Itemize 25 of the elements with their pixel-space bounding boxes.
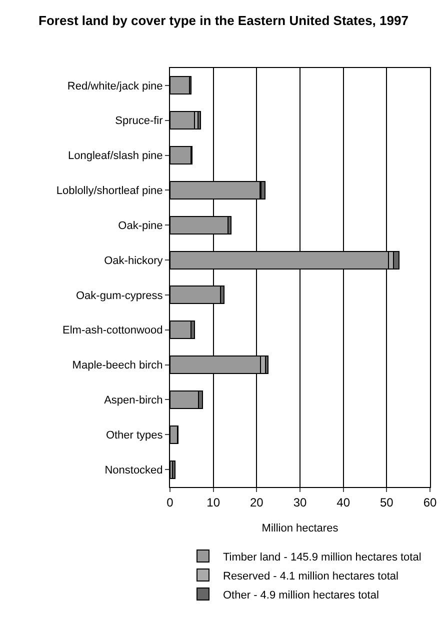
y-tick-label: Oak-pine [118, 220, 163, 232]
x-tick-label: 40 [336, 495, 350, 510]
bar [198, 111, 201, 130]
y-tick-label: Other types [106, 429, 164, 442]
y-tick-label: Oak-gum-cypress [76, 290, 164, 302]
legend-label: Other - 4.9 million hectares total [223, 589, 379, 602]
y-tick-label: Red/white/jack pine [67, 80, 163, 92]
y-tick-label: Maple-beech birch [72, 360, 163, 372]
x-tick-label: 50 [380, 495, 394, 510]
y-tick-label: Oak-hickory [104, 254, 164, 267]
y-tick-label: Spruce-fir [115, 115, 164, 128]
x-tick-label: 0 [166, 495, 174, 510]
chart-title: Forest land by cover type in the Eastern United States, 1997 [38, 13, 408, 28]
x-tick-label: 30 [293, 495, 307, 510]
x-tick-label: 60 [423, 495, 437, 510]
y-tick-label: Nonstocked [104, 464, 163, 476]
y-tick-label: Longleaf/slash pine [68, 150, 163, 162]
x-tick-label: 20 [250, 495, 264, 510]
x-tick-label: 10 [206, 495, 220, 510]
legend-label: Timber land - 145.9 million hectares total [223, 551, 422, 564]
y-tick-label: Aspen-birch [104, 394, 163, 407]
legend-label: Reserved - 4.1 million hectares total [223, 570, 398, 582]
y-tick-label: Loblolly/shortleaf pine [56, 185, 163, 198]
x-axis-title: Million hectares [262, 522, 339, 535]
y-tick-label: Elm-ash-cottonwood [62, 324, 163, 337]
